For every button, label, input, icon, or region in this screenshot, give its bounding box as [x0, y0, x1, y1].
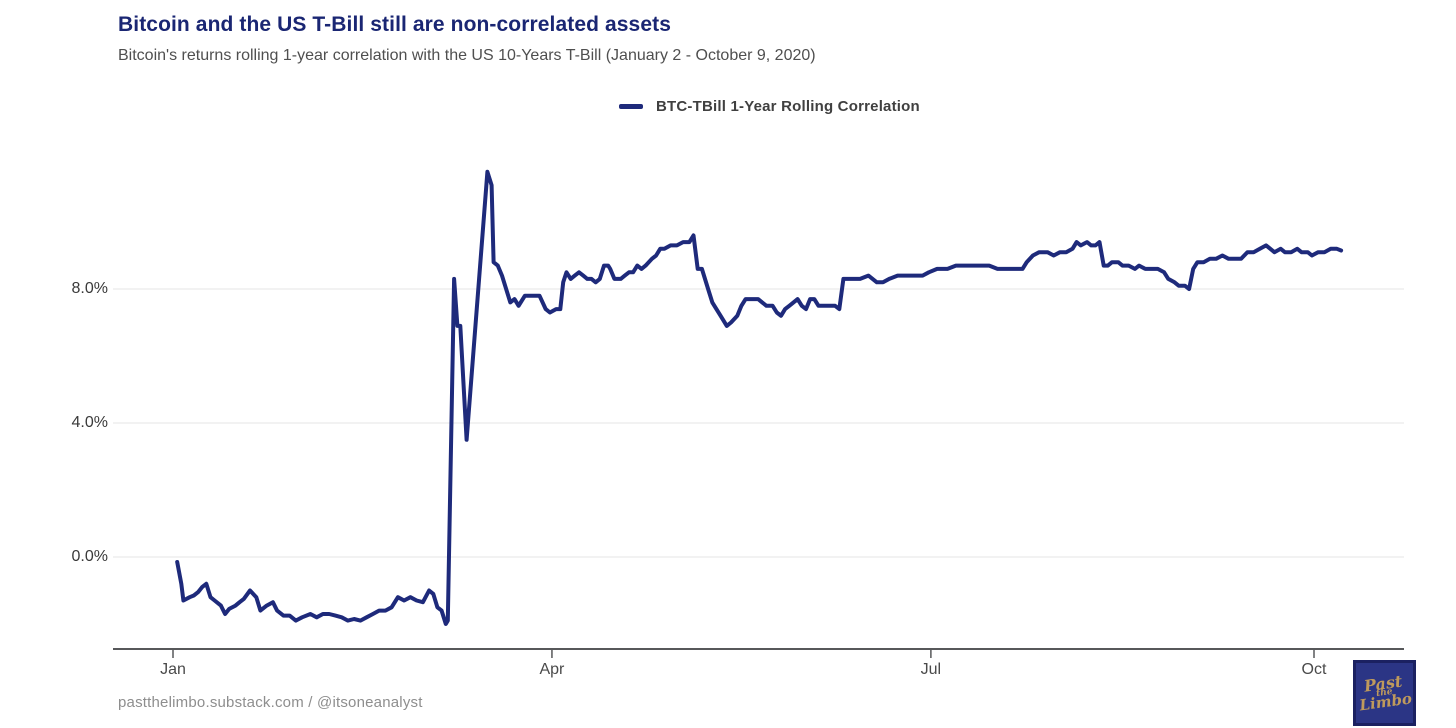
- past-the-limbo-logo: Past the Limbo: [1353, 660, 1416, 726]
- series-line-btc-tbill-correlation: [175, 169, 1344, 626]
- y-tick-label: 8.0%: [71, 280, 108, 297]
- x-tick-label: Apr: [539, 661, 565, 678]
- x-tick-label: Jul: [920, 661, 942, 678]
- y-tick-label: 0.0%: [71, 548, 108, 565]
- page-title: Bitcoin and the US T-Bill still are non-…: [118, 13, 671, 36]
- logo-script-text: Past the Limbo: [1358, 671, 1414, 716]
- legend-label: BTC-TBill 1-Year Rolling Correlation: [656, 97, 920, 115]
- legend-line-swatch-icon: [619, 104, 643, 109]
- x-tick-label: Jan: [160, 661, 186, 678]
- x-tick-label: Oct: [1301, 661, 1327, 678]
- source-credit: pastthelimbo.substack.com / @itsoneanaly…: [118, 694, 423, 711]
- legend: BTC-TBill 1-Year Rolling Correlation: [619, 96, 920, 116]
- chart-subtitle: Bitcoin's returns rolling 1-year correla…: [118, 47, 816, 64]
- y-tick-label: 4.0%: [71, 414, 108, 431]
